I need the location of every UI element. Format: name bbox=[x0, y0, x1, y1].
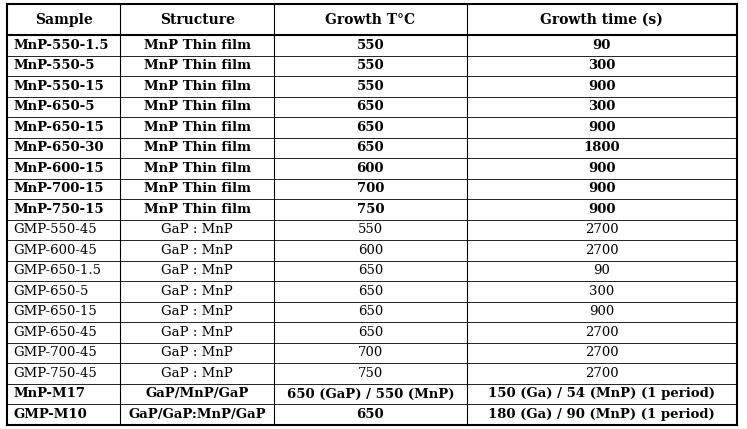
Text: 180 (Ga) / 90 (MnP) (1 period): 180 (Ga) / 90 (MnP) (1 period) bbox=[489, 408, 715, 421]
Text: 2700: 2700 bbox=[585, 367, 619, 380]
Text: 900: 900 bbox=[588, 121, 616, 134]
Text: 650: 650 bbox=[356, 408, 384, 421]
Text: 900: 900 bbox=[588, 203, 616, 216]
Text: 900: 900 bbox=[589, 305, 615, 318]
Text: 650: 650 bbox=[356, 142, 384, 154]
Text: 2700: 2700 bbox=[585, 326, 619, 339]
Text: GMP-650-1.5: GMP-650-1.5 bbox=[13, 264, 102, 278]
Text: Sample: Sample bbox=[35, 13, 93, 27]
Text: MnP Thin film: MnP Thin film bbox=[143, 142, 250, 154]
Text: 650: 650 bbox=[358, 264, 383, 278]
Text: GMP-M10: GMP-M10 bbox=[13, 408, 87, 421]
Text: Growth time (s): Growth time (s) bbox=[540, 13, 663, 27]
Text: MnP Thin film: MnP Thin film bbox=[143, 162, 250, 175]
Text: 600: 600 bbox=[358, 244, 383, 257]
Text: GMP-650-45: GMP-650-45 bbox=[13, 326, 97, 339]
Text: 650: 650 bbox=[358, 326, 383, 339]
Text: MnP Thin film: MnP Thin film bbox=[143, 39, 250, 52]
Text: MnP-M17: MnP-M17 bbox=[13, 387, 85, 400]
Text: MnP-650-30: MnP-650-30 bbox=[13, 142, 104, 154]
Text: GaP : MnP: GaP : MnP bbox=[161, 347, 233, 360]
Text: 550: 550 bbox=[356, 60, 384, 73]
Text: MnP-550-15: MnP-550-15 bbox=[13, 80, 104, 93]
Text: 700: 700 bbox=[356, 182, 384, 196]
Text: GaP : MnP: GaP : MnP bbox=[161, 326, 233, 339]
Text: MnP-600-15: MnP-600-15 bbox=[13, 162, 104, 175]
Text: GMP-600-45: GMP-600-45 bbox=[13, 244, 97, 257]
Text: 700: 700 bbox=[358, 347, 383, 360]
Text: 900: 900 bbox=[588, 182, 616, 196]
Text: GaP : MnP: GaP : MnP bbox=[161, 305, 233, 318]
Text: 300: 300 bbox=[588, 100, 616, 113]
Text: GMP-700-45: GMP-700-45 bbox=[13, 347, 97, 360]
Text: 90: 90 bbox=[592, 39, 611, 52]
Text: 900: 900 bbox=[588, 162, 616, 175]
Text: MnP-650-5: MnP-650-5 bbox=[13, 100, 95, 113]
Text: 2700: 2700 bbox=[585, 347, 619, 360]
Text: MnP-750-15: MnP-750-15 bbox=[13, 203, 104, 216]
Text: MnP Thin film: MnP Thin film bbox=[143, 100, 250, 113]
Text: GMP-650-15: GMP-650-15 bbox=[13, 305, 97, 318]
Text: GaP/GaP:MnP/GaP: GaP/GaP:MnP/GaP bbox=[128, 408, 266, 421]
Text: MnP-700-15: MnP-700-15 bbox=[13, 182, 104, 196]
Text: MnP-650-15: MnP-650-15 bbox=[13, 121, 104, 134]
Text: GaP : MnP: GaP : MnP bbox=[161, 224, 233, 236]
Text: MnP Thin film: MnP Thin film bbox=[143, 80, 250, 93]
Text: 90: 90 bbox=[593, 264, 610, 278]
Text: 650: 650 bbox=[356, 121, 384, 134]
Text: MnP-550-1.5: MnP-550-1.5 bbox=[13, 39, 109, 52]
Text: Structure: Structure bbox=[160, 13, 235, 27]
Text: MnP Thin film: MnP Thin film bbox=[143, 203, 250, 216]
Text: 150 (Ga) / 54 (MnP) (1 period): 150 (Ga) / 54 (MnP) (1 period) bbox=[489, 387, 716, 400]
Text: 550: 550 bbox=[356, 80, 384, 93]
Text: 300: 300 bbox=[588, 60, 616, 73]
Text: MnP Thin film: MnP Thin film bbox=[143, 60, 250, 73]
Text: GaP : MnP: GaP : MnP bbox=[161, 264, 233, 278]
Text: 1800: 1800 bbox=[583, 142, 620, 154]
Text: MnP-550-5: MnP-550-5 bbox=[13, 60, 95, 73]
Text: 650: 650 bbox=[358, 305, 383, 318]
Text: 650 (GaP) / 550 (MnP): 650 (GaP) / 550 (MnP) bbox=[287, 387, 454, 400]
Text: MnP Thin film: MnP Thin film bbox=[143, 121, 250, 134]
Text: Growth T°C: Growth T°C bbox=[325, 13, 415, 27]
Text: 900: 900 bbox=[588, 80, 616, 93]
Text: 550: 550 bbox=[356, 39, 384, 52]
Text: GaP/MnP/GaP: GaP/MnP/GaP bbox=[146, 387, 249, 400]
Text: GMP-750-45: GMP-750-45 bbox=[13, 367, 97, 380]
Text: 750: 750 bbox=[358, 367, 383, 380]
Text: GaP : MnP: GaP : MnP bbox=[161, 244, 233, 257]
Text: GMP-650-5: GMP-650-5 bbox=[13, 285, 89, 298]
Text: 750: 750 bbox=[356, 203, 384, 216]
Text: 600: 600 bbox=[356, 162, 384, 175]
Text: GMP-550-45: GMP-550-45 bbox=[13, 224, 97, 236]
Text: 550: 550 bbox=[358, 224, 383, 236]
Text: 650: 650 bbox=[358, 285, 383, 298]
Text: 650: 650 bbox=[356, 100, 384, 113]
Text: MnP Thin film: MnP Thin film bbox=[143, 182, 250, 196]
Text: 2700: 2700 bbox=[585, 224, 619, 236]
Text: 2700: 2700 bbox=[585, 244, 619, 257]
Text: 300: 300 bbox=[589, 285, 615, 298]
Text: GaP : MnP: GaP : MnP bbox=[161, 285, 233, 298]
Text: GaP : MnP: GaP : MnP bbox=[161, 367, 233, 380]
